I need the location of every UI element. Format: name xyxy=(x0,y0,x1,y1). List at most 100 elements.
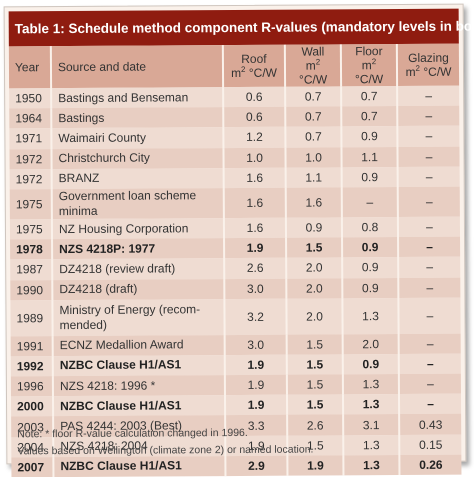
cell-floor: 3.1 xyxy=(343,414,400,435)
table-row: 1990 DZ4218 (draft) 3.0 2.0 0.9– xyxy=(10,277,461,301)
cell-roof: 3.0 xyxy=(224,334,287,355)
cell-glazing: – xyxy=(398,236,461,258)
cell-source: Christchurch City xyxy=(51,147,224,169)
cell-wall: 1.5 xyxy=(286,354,343,375)
cell-floor: 0.9 xyxy=(342,277,399,299)
table-row: 1950 Bastings and Benseman 0.6 0.7 0.7– xyxy=(9,85,460,109)
table-row: 1991 ECNZ Medallion Award 3.0 1.5 2.0– xyxy=(10,333,461,357)
table-row: 1971 Waimairi County 1.2 0.7 0.9– xyxy=(9,126,460,149)
cell-floor: 0.9 xyxy=(342,257,399,278)
cell-year: 1991 xyxy=(10,335,53,357)
cell-year: 1975 xyxy=(9,189,52,220)
table-title: Table 1: Schedule method component R-val… xyxy=(8,8,474,47)
table-row: 1972 BRANZ 1.6 1.1 0.9– xyxy=(9,166,460,190)
header-wall: Wall m2 °C/W xyxy=(284,44,342,87)
cell-floor: 1.3 xyxy=(342,297,399,335)
cell-roof: 1.9 xyxy=(224,374,287,396)
cell-source: DZ4218 (draft) xyxy=(52,278,225,300)
table-row: 1964 Bastings 0.6 0.7 0.7– xyxy=(9,105,460,129)
cell-roof: 1.6 xyxy=(223,187,286,219)
header-roof-unit: m2 °C/W xyxy=(231,64,278,81)
cell-glazing: 0.26 xyxy=(399,454,462,475)
cell-year: 2000 xyxy=(10,396,54,417)
cell-roof: 0.6 xyxy=(223,86,286,108)
cell-source: NZ Housing Corporation xyxy=(51,218,225,240)
cell-wall: 0.7 xyxy=(285,126,342,148)
cell-floor: 1.3 xyxy=(343,454,400,476)
header-source: Source and date xyxy=(50,45,224,89)
cell-wall: 2.0 xyxy=(286,257,343,279)
table-card: Table 1: Schedule method component R-val… xyxy=(3,3,474,477)
cell-floor: 0.7 xyxy=(341,86,398,107)
cell-source: Bastings xyxy=(51,107,224,129)
r-values-table: Year Source and date Roof m2 °C/W Wall m… xyxy=(8,43,462,477)
header-floor-unit: m2 °C/W xyxy=(354,57,384,87)
cell-glazing: – xyxy=(397,146,460,167)
header-glazing-unit: m2 °C/W xyxy=(405,63,452,79)
cell-year: 1964 xyxy=(9,108,52,129)
cell-source: NZBC Clause H1/AS1 xyxy=(52,354,225,377)
cell-wall: 1.5 xyxy=(286,394,344,416)
cell-roof: 1.9 xyxy=(224,394,288,416)
cell-roof: 1.6 xyxy=(223,217,287,239)
table-row: 1989 Ministry of Energy (recom-mended) 3.2… xyxy=(10,297,461,337)
cell-floor: 0.7 xyxy=(341,106,398,127)
cell-source: NZS 4218P: 1977 xyxy=(52,238,225,260)
table-header-row: Year Source and date Roof m2 °C/W Wall m… xyxy=(8,43,460,89)
cell-roof: 1.9 xyxy=(224,237,287,259)
header-year: Year xyxy=(14,60,40,75)
cell-wall: 1.1 xyxy=(285,167,342,188)
cell-glazing: – xyxy=(397,216,461,238)
cell-glazing: – xyxy=(397,186,460,217)
table-row: 1992 NZBC Clause H1/AS1 1.9 1.5 0.9– xyxy=(10,353,461,377)
cell-glazing: – xyxy=(398,256,461,278)
cell-wall: 1.0 xyxy=(285,146,342,168)
cell-glazing: – xyxy=(398,353,461,375)
cell-roof: 3.2 xyxy=(224,298,287,335)
cell-source: Ministry of Energy (recom-mended) xyxy=(52,298,225,336)
cell-year: 1971 xyxy=(9,128,52,149)
table-row: 1975 Government loan scheme minima 1.6 1.6–… xyxy=(9,186,460,220)
cell-year: 1989 xyxy=(10,299,53,337)
cell-wall: 2.0 xyxy=(286,277,343,299)
cell-wall: 0.7 xyxy=(285,86,342,107)
cell-year: 1975 xyxy=(9,219,53,240)
cell-glazing: – xyxy=(397,166,460,187)
cell-roof: 2.6 xyxy=(224,258,287,279)
cell-wall: 1.5 xyxy=(286,237,343,259)
header-glazing-label: Glazing xyxy=(408,50,449,65)
cell-year: 1950 xyxy=(9,88,52,109)
cell-roof: 1.6 xyxy=(223,167,286,189)
cell-year: 1978 xyxy=(10,239,53,260)
cell-floor: 0.8 xyxy=(341,216,399,238)
cell-roof: 1.9 xyxy=(224,354,287,376)
cell-glazing: – xyxy=(398,277,461,298)
cell-wall: 1.5 xyxy=(286,334,343,355)
table-row: 2000 NZBC Clause H1/AS1 1.9 1.5 1.3– xyxy=(10,393,462,417)
cell-floor: 1.1 xyxy=(341,146,398,168)
cell-source: BRANZ xyxy=(51,167,224,190)
cell-floor: – xyxy=(341,186,398,218)
cell-source: Government loan scheme minima xyxy=(51,188,224,220)
cell-glazing: – xyxy=(398,297,461,334)
cell-source: ECNZ Medallion Award xyxy=(52,334,225,356)
table-row: 1996 NZS 4218: 1996 * 1.9 1.5 1.3– xyxy=(10,373,461,397)
header-roof: Roof m2 °C/W xyxy=(222,44,286,88)
cell-floor: 1.3 xyxy=(342,374,399,395)
cell-roof: 1.0 xyxy=(223,147,286,168)
cell-year: 1992 xyxy=(10,355,53,377)
table-row: 1972 Christchurch City 1.0 1.0 1.1– xyxy=(9,146,460,170)
cell-floor: 0.9 xyxy=(342,237,399,258)
cell-year: 1996 xyxy=(10,376,53,397)
header-wall-label: Wall xyxy=(301,44,325,59)
cell-glazing: 0.43 xyxy=(399,414,462,435)
cell-floor: 2.0 xyxy=(342,333,399,355)
cell-source: Waimairi County xyxy=(51,127,224,149)
cell-floor: 1.3 xyxy=(343,434,400,456)
cell-wall: 1.6 xyxy=(285,187,342,218)
cell-wall: 1.5 xyxy=(286,374,343,395)
cell-source: Bastings and Benseman xyxy=(51,87,224,109)
cell-year: 1972 xyxy=(9,168,52,190)
note-climate-zone: Values based on Wellington (climate zone… xyxy=(17,443,314,458)
cell-year: 1990 xyxy=(10,279,53,301)
